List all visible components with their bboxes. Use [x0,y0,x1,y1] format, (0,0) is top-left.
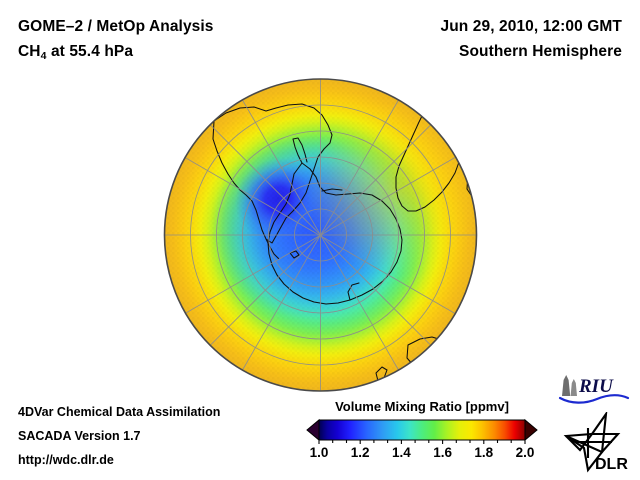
coastline-ross-sea-detail [347,282,360,301]
coastline-antarctic-peninsula [292,137,308,164]
colorbar-title: Volume Mixing Ratio [ppmv] [335,399,509,414]
riu-logo: RIU [557,373,631,405]
colorbar-tick-label-4: 1.8 [474,445,494,460]
footer-version: SACADA Version 1.7 [18,429,141,443]
south-pole-marker [318,233,323,237]
coastline-falklands [289,250,300,259]
colorbar: Volume Mixing Ratio [ppmv] [306,399,538,465]
graticule [164,79,476,391]
title-line-instrument: GOME–2 / MetOp Analysis [18,18,214,35]
riu-wordmark: RIU [578,376,614,397]
colorbar-ticks [318,440,526,444]
colorbar-gradient [318,419,526,441]
header-left: GOME–2 / MetOp Analysis CH4 at 55.4 hPa [18,14,348,69]
dlr-mark-icon [563,410,621,473]
coastline-madagascar [466,168,477,196]
colorbar-tick-label-0: 1.0 [309,445,329,460]
pressure-level: at 55.4 hPa [46,43,134,60]
footer-left: 4DVar Chemical Data Assimilation SACADA … [18,400,308,472]
coastline-weddell-detail [321,188,343,192]
colorbar-tick-label-3: 1.6 [433,445,452,460]
riu-wave-icon [558,394,630,404]
colorbar-arrow-left [306,418,320,442]
coastline-south-america [212,103,333,244]
footer-url[interactable]: http://wdc.dlr.de [18,453,114,467]
dlr-logo: DLR [562,410,632,474]
colorbar-arrow-right [524,418,538,442]
timestamp: Jun 29, 2010, 12:00 GMT [440,18,622,35]
colorbar-tick-label-1: 1.2 [350,445,370,460]
title-line-species: CH4 at 55.4 hPa [18,39,348,69]
colorbar-tick-labels: 1.0 1.2 1.4 1.6 1.8 2.0 [306,445,538,465]
colorbar-tick-label-2: 1.4 [392,445,411,460]
coastline-tasmania [433,374,442,383]
colorbar-tick-label-5: 2.0 [515,445,535,460]
hemisphere-label: Southern Hemisphere [459,43,622,60]
species-subscript: 4 [40,50,47,62]
dlr-wordmark: DLR [595,456,628,473]
polar-map [162,77,479,394]
header-right: Jun 29, 2010, 12:00 GMT Southern Hemisph… [292,14,622,64]
species-name: CH [18,43,41,60]
map-outline [163,78,478,392]
footer-method: 4DVar Chemical Data Assimilation [18,405,221,419]
riu-tower-icon [562,375,577,396]
